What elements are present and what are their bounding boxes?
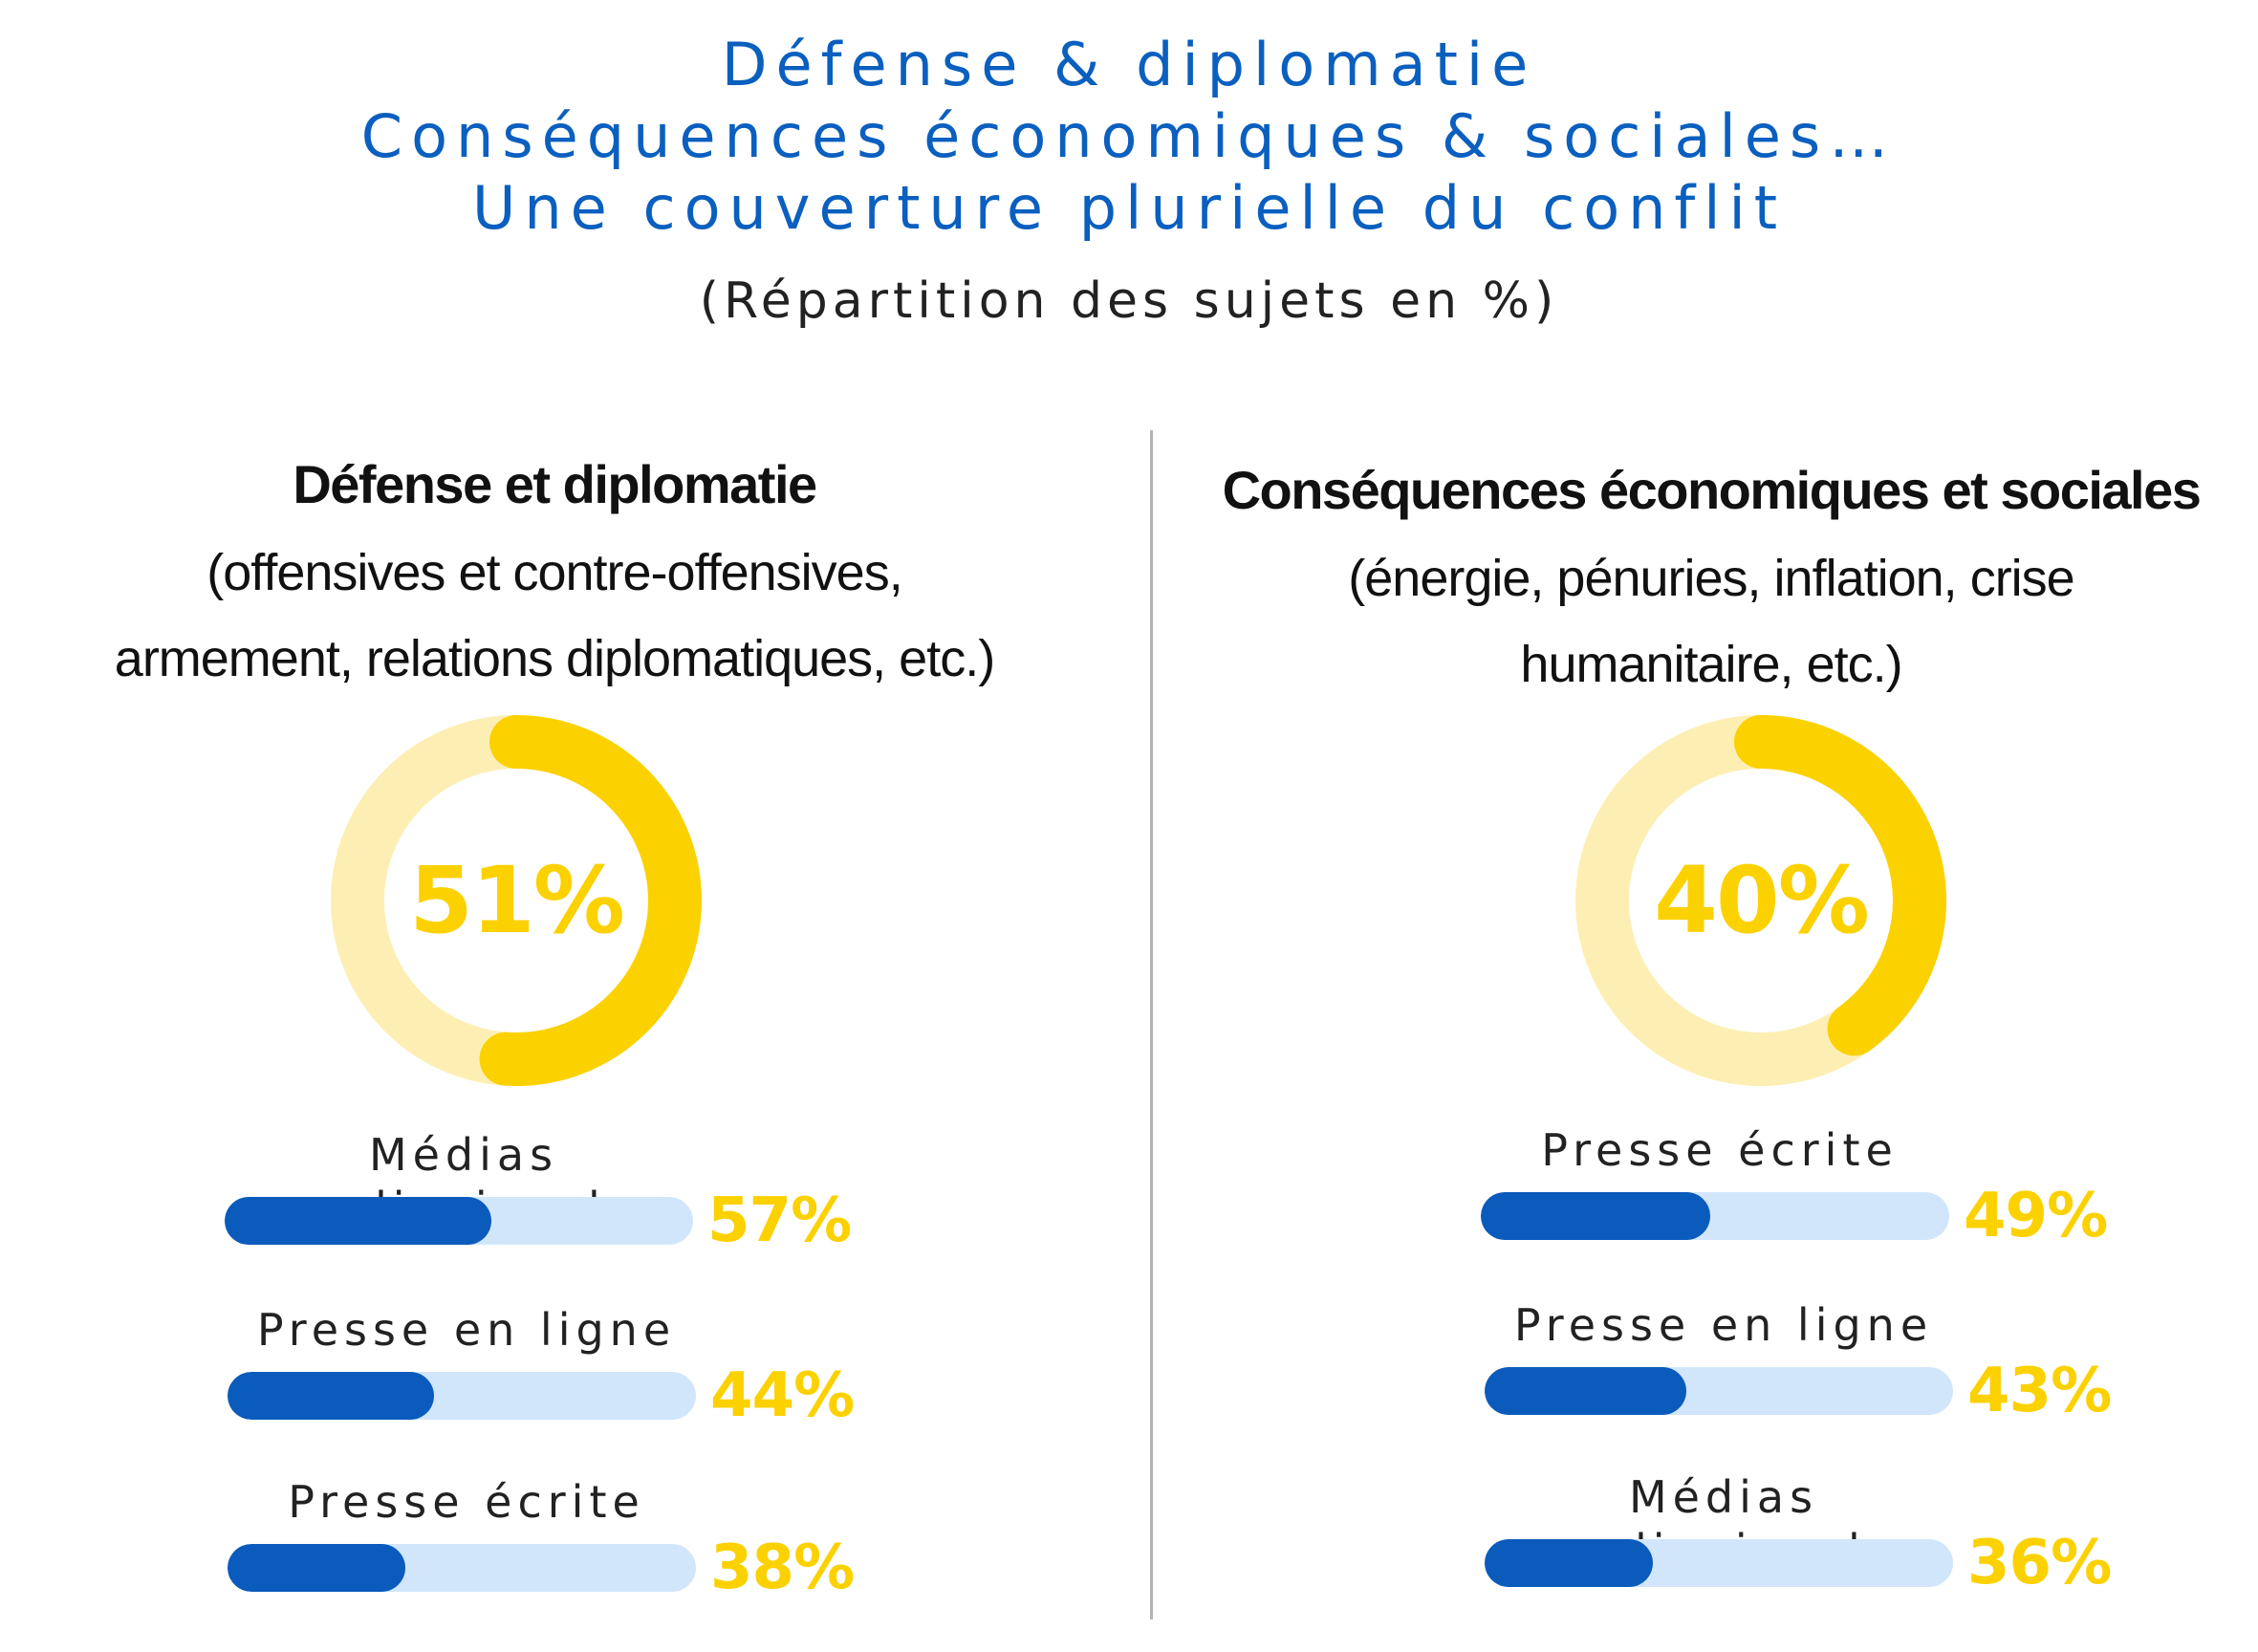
bar-value-label: 43% [1967,1356,2112,1426]
title-line-3: Une couverture plurielle du conflit [471,173,1787,243]
panel-desc-line-1: (énergie, pénuries, inflation, crise [1348,550,2074,607]
bar-row: Presse en ligne 43% [1485,1298,2154,1442]
bar-track [1485,1367,1953,1415]
donut-arc [479,715,702,1086]
bar-row: Médias audiovisuels 36% [1485,1470,2154,1614]
bar-label: Presse écrite [1541,1124,1899,1176]
bar-track [1481,1192,1949,1240]
bar-fill [225,1197,491,1245]
panel-desc-line-2: armement, relations diplomatiques, etc.) [114,630,995,687]
bar-track [225,1197,693,1245]
header: Défense & diplomatie Conséquences économ… [0,29,2258,332]
bar-row: Presse écrite 49% [1481,1123,2150,1267]
panel-heading: Défense et diplomatie (offensives et con… [0,451,1109,702]
bar-fill [1485,1367,1686,1415]
panel-defense: Défense et diplomatie (offensives et con… [0,0,1109,1652]
panel-desc-line-2: humanitaire, etc.) [1520,636,1902,693]
subtitle: (Répartition des sujets en %) [699,272,1559,330]
bar-label: Presse en ligne [256,1304,677,1356]
bar-row: Presse écrite 38% [228,1475,897,1619]
bar-track [228,1372,696,1420]
bar-track [228,1544,696,1592]
bar-track [1485,1539,1953,1587]
bar-fill [228,1544,405,1592]
title-line-2: Conséquences économiques & sociales… [360,101,1898,171]
bar-value-label: 38% [710,1532,855,1603]
bar-fill [228,1372,434,1420]
title-line-1: Défense & diplomatie [721,30,1537,99]
donut-chart: 51% [325,709,707,1092]
bar-value-label: 44% [710,1360,855,1431]
bar-value-label: 57% [707,1185,852,1256]
bar-value-label: 36% [1967,1528,2112,1598]
bar-value-label: 49% [1964,1181,2108,1251]
donut-value-label: 40% [1654,847,1870,954]
bar-label: Presse en ligne [1513,1299,1934,1351]
panel-heading: Conséquences économiques et sociales (én… [1157,457,2258,707]
bar-row: Médias audiovisuels 57% [225,1128,894,1272]
panel-consequences: Conséquences économiques et sociales (én… [1157,0,2258,1652]
bar-label: Presse écrite [288,1476,645,1528]
panel-divider [1150,430,1153,1619]
donut-arc [1734,715,1946,1056]
bar-fill [1481,1192,1710,1240]
bar-row: Presse en ligne 44% [228,1303,897,1446]
panel-desc-line-1: (offensives et contre-offensives, [206,544,902,601]
donut-chart: 40% [1570,709,1952,1092]
bar-fill [1485,1539,1653,1587]
panel-title: Conséquences économiques et sociales [1222,460,2202,520]
donut-value-label: 51% [409,847,625,954]
panel-title: Défense et diplomatie [293,454,817,514]
